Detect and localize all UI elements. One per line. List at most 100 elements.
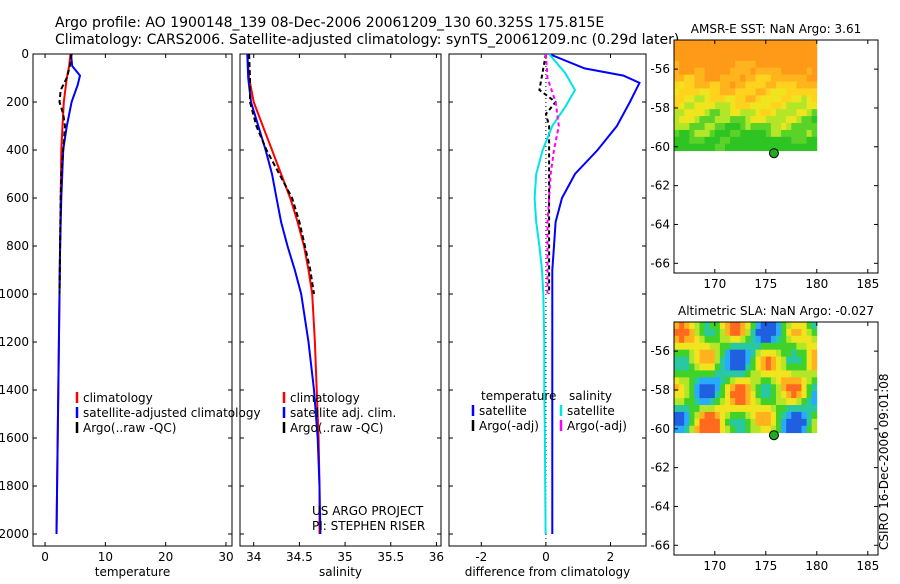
sla_map-cell [755,356,762,364]
sst_map-cell [750,136,756,145]
sla_map-cell [679,377,685,385]
sst_map-cell [740,116,746,124]
sst_map-cell [679,95,685,103]
sla_map-cell [730,425,736,434]
sla_map-cell [750,349,756,357]
sst_map-cell [704,95,711,103]
sst_map-cell [750,60,756,69]
sst_map-cell [735,53,741,62]
sla_map-cell [735,405,741,413]
sla_map-cell [776,377,782,385]
sla_map-cell [806,411,813,420]
sla_map-cell [740,405,746,413]
sla_map-cell [694,384,700,392]
sst_map-cell [694,46,700,55]
sst_map-cell [786,116,792,124]
sst_map-cell [801,67,807,75]
sst_map-cell [674,109,680,117]
sst_map-cell [709,129,716,138]
sst_map-cell [760,67,767,75]
sst_map-cell [791,109,797,117]
sla_map-cell [674,377,680,385]
sst_map-cell [719,129,726,138]
sla_map-cell [674,349,680,357]
sla_map-cell [786,356,792,364]
sst_map-cell [765,60,772,69]
sla_map-cell [689,398,695,406]
salinity-xtick-label: 35.5 [377,550,404,564]
sst_map-cell [765,129,772,138]
sst_map-cell [725,143,731,152]
sst_map-cell [755,102,762,110]
sst_map-cell [735,136,741,145]
sla_map-cell [674,335,680,344]
sst_map-cell [760,46,767,55]
sst_map-cell [725,136,731,145]
sst_map-cell [740,143,746,152]
sla_map-cell [770,411,777,420]
sla_map-frame [673,321,879,556]
sst_map-cell [786,129,792,138]
sst_map-argo-marker [768,148,779,159]
sla_map-cell [765,384,772,392]
sst_map-cell [781,123,787,131]
sst_map-cell [719,109,726,117]
sla_map-cell [740,384,746,392]
sla_map-cell [725,322,731,330]
sst_map-cell [791,40,797,48]
sla_map-cell [709,328,716,337]
sst_map-cell [689,123,695,131]
sst_map-cell [811,46,818,55]
sst_map-cell [725,109,731,117]
sst_map-cell [755,143,762,152]
sst_map-cell [791,88,797,96]
sla_map-field [674,322,818,434]
legend-header-temperature: temperature [481,389,556,403]
sla_map-cell [699,418,705,427]
sst_map-cell [704,74,711,82]
sst_map-cell [750,102,756,110]
sla_map-cell [786,418,792,427]
sla_map-cell [684,322,690,330]
sst_map-cell [679,129,685,138]
sla_map-cell [770,405,777,413]
sst_map-cell [750,95,756,103]
sst_map-cell [684,95,690,103]
sst_map-cell [699,102,705,110]
sla_map-cell [786,411,792,420]
sla_map-cell [735,342,741,351]
sla_map-cell [811,411,818,420]
difference-frame [448,53,647,547]
sla_map-cell [694,342,700,351]
title-line-2: Climatology: CARS2006. Satellite-adjuste… [55,32,679,48]
sst_map-cell [791,46,797,55]
sla_map-cell [709,405,716,413]
sst_map-cell [781,67,787,75]
sst_map-cell [806,116,813,124]
sst_map-cell [704,143,711,152]
sst_map-cell [765,102,772,110]
sla_map-cell [730,391,736,399]
sst_map-cell [699,60,705,69]
sla_map-cell [694,363,700,371]
sla_map-cell [765,322,772,330]
sst_map-cell [684,102,690,110]
sst_map-cell [674,123,680,131]
sst_map-cell [719,46,726,55]
sst_map-cell [806,109,813,117]
sla_map-cell [725,342,731,351]
sst_map-cell [796,81,802,89]
sla_map-cell [714,322,721,330]
sla_map-cell [735,363,741,371]
legend-item: satellite [567,404,615,418]
sla_map-cell [801,363,807,371]
sla_map-cell [704,328,711,337]
sst_map-cell [770,95,777,103]
sst_map-frame [673,39,879,274]
sst_map-cell [714,67,721,75]
difference-xtick-label: 0 [542,550,550,564]
sst_map-cell [770,102,777,110]
sst_map-xtick-label: 175 [754,277,777,291]
sst_map-cell [776,46,782,55]
sst_map-cell [745,129,751,138]
